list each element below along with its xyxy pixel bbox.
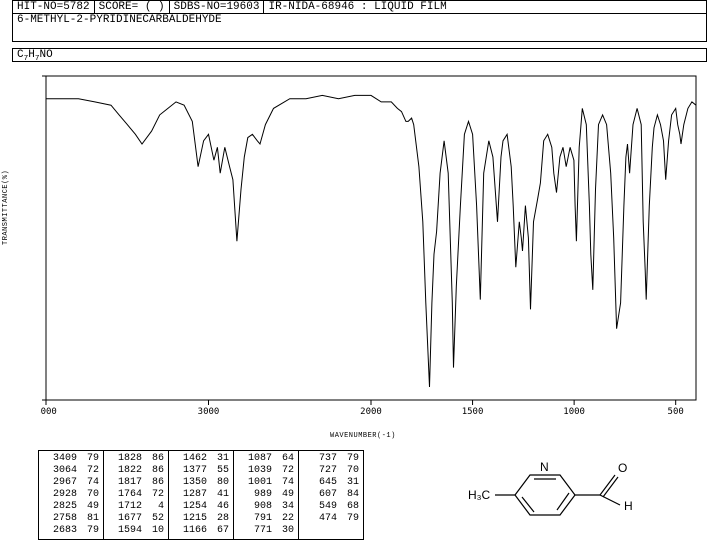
peak-entry: 125446: [173, 501, 229, 513]
svg-text:H: H: [624, 499, 633, 513]
peak-column: 10876410397210017498949908347912277130: [234, 451, 299, 539]
ir-spectrum-chart: 400030002000150010005000100: [40, 70, 702, 420]
peak-entry: 108764: [238, 453, 294, 465]
header-row: HIT-NO=5782 SCORE= ( ) SDBS-NO=19603 IR-…: [12, 0, 707, 14]
peak-entry: 121528: [173, 513, 229, 525]
peak-entry: 282549: [43, 501, 99, 513]
peak-entry: 182286: [108, 465, 164, 477]
peak-entry: 103972: [238, 465, 294, 477]
svg-text:O: O: [618, 461, 627, 475]
peak-table: 3409793064722967742928702825492758812683…: [38, 450, 364, 540]
peak-entry: 64531: [303, 477, 359, 489]
hit-no: HIT-NO=5782: [13, 1, 95, 13]
peak-column: 3409793064722967742928702825492758812683…: [39, 451, 104, 539]
peak-entry: 116667: [173, 525, 229, 537]
spectrum-id: IR-NIDA-68946 : LIQUID FILM: [264, 1, 706, 13]
peak-entry: 60784: [303, 489, 359, 501]
peak-entry: 340979: [43, 453, 99, 465]
compound-name: 6-METHYL-2-PYRIDINECARBALDEHYDE: [12, 14, 707, 42]
peak-entry: 128741: [173, 489, 229, 501]
peak-entry: 167752: [108, 513, 164, 525]
svg-text:1000: 1000: [563, 407, 585, 417]
y-axis-label: TRANSMITTANCE(%): [2, 170, 10, 245]
peak-entry: 146231: [173, 453, 229, 465]
peak-entry: 72770: [303, 465, 359, 477]
peak-entry: 181786: [108, 477, 164, 489]
peak-entry: 275881: [43, 513, 99, 525]
peak-entry: 47479: [303, 513, 359, 525]
svg-text:H₃C: H₃C: [468, 488, 491, 502]
peak-entry: 182886: [108, 453, 164, 465]
svg-text:1500: 1500: [462, 407, 484, 417]
score: SCORE= ( ): [95, 1, 170, 13]
x-axis-label: WAVENUMBER(-1): [330, 432, 396, 440]
peak-entry: 100174: [238, 477, 294, 489]
peak-column: 737797277064531607845496847479: [299, 451, 363, 539]
peak-entry: 292870: [43, 489, 99, 501]
sdbs-no: SDBS-NO=19603: [170, 1, 265, 13]
peak-entry: 176472: [108, 489, 164, 501]
peak-entry: 17124: [108, 501, 164, 513]
peak-column: 1828861822861817861764721712416775215941…: [104, 451, 169, 539]
svg-text:3000: 3000: [198, 407, 220, 417]
svg-text:2000: 2000: [360, 407, 382, 417]
peak-entry: 159410: [108, 525, 164, 537]
peak-entry: 90834: [238, 501, 294, 513]
peak-entry: 73779: [303, 453, 359, 465]
peak-entry: 98949: [238, 489, 294, 501]
peak-entry: 268379: [43, 525, 99, 537]
formula: C7H7NO: [12, 48, 707, 62]
peak-column: 1462311377551350801287411254461215281166…: [169, 451, 234, 539]
peak-entry: 79122: [238, 513, 294, 525]
svg-text:4000: 4000: [40, 407, 57, 417]
peak-entry: 296774: [43, 477, 99, 489]
peak-entry: 77130: [238, 525, 294, 537]
peak-entry: 137755: [173, 465, 229, 477]
svg-text:N: N: [540, 460, 549, 474]
svg-text:500: 500: [668, 407, 684, 417]
peak-entry: 54968: [303, 501, 359, 513]
molecule-structure: H₃C N O H: [450, 450, 670, 540]
peak-entry: 135080: [173, 477, 229, 489]
peak-entry: 306472: [43, 465, 99, 477]
